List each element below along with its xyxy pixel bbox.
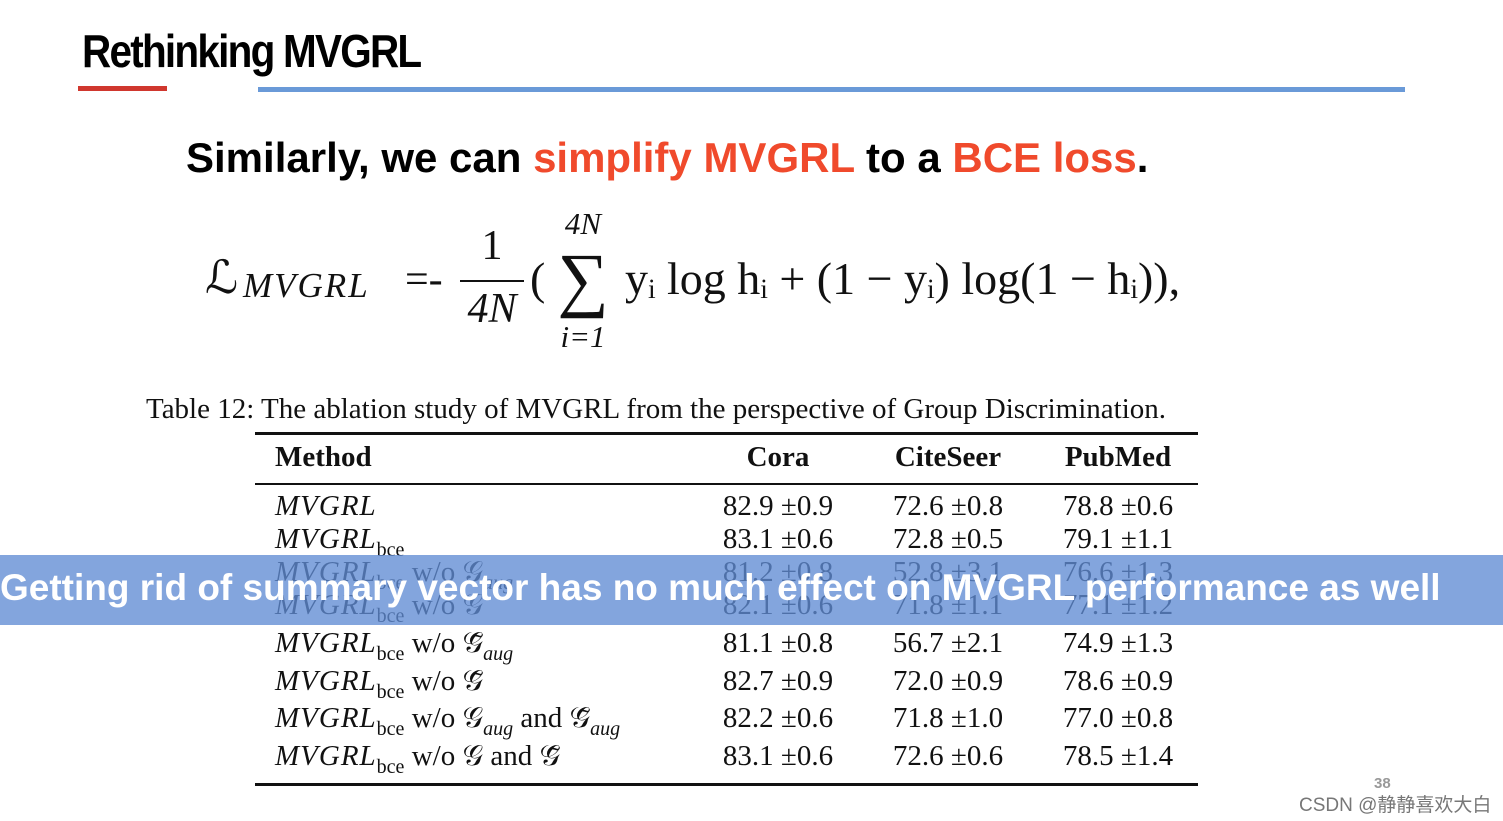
formula-den: 4N [467,286,517,332]
video-subtitle: Getting rid of summary vector has no muc… [0,567,1441,608]
formula-eq: =- [405,257,443,303]
method-part: MVGRL [275,665,377,697]
formula-sum-bottom: i=1 [560,319,606,354]
column-header: CiteSeer [894,441,1002,473]
table-rule-mid [255,483,1198,485]
method-part: bce [376,681,405,703]
heading-part: . [1136,134,1149,181]
table-caption: Table 12: The ablation study of MVGRL fr… [146,393,1166,425]
table-rule-top [255,432,1198,435]
method-part: aug [483,718,514,740]
score-cell: 71.8 ±1.0 [892,702,1004,734]
method-part: and 𝒢̃ [513,702,591,734]
score-cell: 56.7 ±2.1 [892,627,1004,659]
score-cell: 79.1 ±1.1 [1062,523,1174,555]
subtitle-band [0,555,1503,625]
table-rule-bottom [255,783,1198,786]
score-cell: 72.6 ±0.6 [892,740,1004,772]
method-cell: MVGRLbce w/o 𝒢̃ [275,665,484,703]
score-cell: 72.6 ±0.8 [892,490,1004,522]
method-part: MVGRL [275,627,377,659]
heading-part: simplify MVGRL [533,134,855,181]
score-cell: 77.0 ±0.8 [1062,702,1174,734]
slide-title: Rethinking MVGRL [82,25,422,77]
method-part: MVGRL [275,523,377,555]
method-part: bce [376,756,405,778]
method-cell: MVGRLbce w/o 𝒢 and 𝒢̃ [275,740,561,778]
score-cell: 82.9 ±0.9 [722,490,834,522]
score-cell: 72.0 ±0.9 [892,665,1004,697]
method-cell: MVGRLbce w/o 𝒢aug and 𝒢̃aug [275,702,620,740]
column-header: Cora [746,441,810,473]
page-number: 38 [1374,775,1391,792]
method-part: bce [376,718,405,740]
method-part: MVGRL [275,702,377,734]
formula-num: 1 [481,223,503,269]
score-cell: 83.1 ±0.6 [722,523,834,555]
title-accent [78,86,167,91]
method-part: MVGRL [275,490,377,522]
heading: Similarly, we can simplify MVGRL to a BC… [186,134,1148,182]
score-cell: 82.7 ±0.9 [722,665,834,697]
method-part: aug [590,718,621,740]
method-part: w/o 𝒢̃ [404,627,484,659]
heading-part: to a [854,134,953,181]
score-cell: 83.1 ±0.6 [722,740,834,772]
method-part: w/o 𝒢 [404,702,484,734]
column-header: Method [275,441,372,473]
score-cell: 78.6 ±0.9 [1062,665,1174,697]
title-rule [258,87,1405,92]
heading-part: BCE loss [952,134,1137,181]
score-cell: 74.9 ±1.3 [1062,627,1174,659]
formula-lhs: ℒ [205,252,239,303]
score-cell: 82.2 ±0.6 [722,702,834,734]
method-part: w/o 𝒢 and 𝒢̃ [404,740,561,772]
score-cell: 78.8 ±0.6 [1062,490,1174,522]
method-part: bce [376,643,405,665]
formula-lhs-sub: MVGRL [243,266,370,305]
score-cell: 78.5 ±1.4 [1062,740,1174,772]
formula-body: yᵢ log hᵢ + (1 − yᵢ) log(1 − hᵢ)), [625,253,1181,304]
heading-part: Similarly, we can [186,134,534,181]
method-cell: MVGRLbce w/o 𝒢̃aug [275,627,513,665]
method-part: w/o 𝒢̃ [404,665,484,697]
watermark: CSDN @静静喜欢大白 [1299,795,1492,816]
score-cell: 72.8 ±0.5 [892,523,1004,555]
fraction-bar [460,280,524,282]
method-cell: MVGRL [275,490,377,523]
formula-open: ( [530,253,546,304]
formula-sum: ∑ [557,239,609,319]
score-cell: 81.1 ±0.8 [722,627,834,659]
method-part: MVGRL [275,740,377,772]
column-header: PubMed [1064,441,1172,473]
method-part: aug [483,643,514,665]
method-cell: MVGRLbce [275,523,404,561]
formula-sum-top: 4N [564,206,602,241]
